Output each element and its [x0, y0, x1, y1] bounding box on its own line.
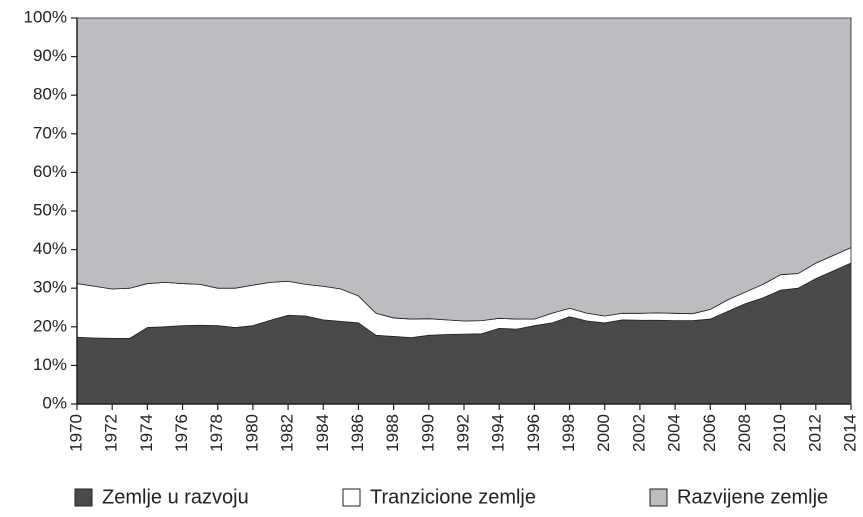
x-tick-label: 2012	[805, 414, 824, 452]
x-tick-label: 1974	[137, 414, 156, 452]
x-tick-label: 2000	[594, 414, 613, 452]
x-tick-label: 1982	[278, 414, 297, 452]
x-tick-label: 1998	[559, 414, 578, 452]
legend-label: Zemlje u razvoju	[102, 486, 249, 508]
y-tick-label: 70%	[33, 123, 67, 142]
x-tick-label: 1992	[453, 414, 472, 452]
legend-label: Razvijene zemlje	[677, 486, 828, 508]
x-tick-label: 2008	[735, 414, 754, 452]
x-tick-label: 1972	[102, 414, 121, 452]
y-tick-label: 40%	[33, 239, 67, 258]
y-tick-label: 80%	[33, 85, 67, 104]
y-tick-label: 10%	[33, 355, 67, 374]
x-tick-label: 1976	[172, 414, 191, 452]
legend-swatch	[74, 488, 93, 507]
x-tick-label: 1978	[207, 414, 226, 452]
x-tick-label: 2014	[840, 414, 859, 452]
legend-label: Tranzicione zemlje	[370, 486, 536, 508]
area	[76, 17, 852, 322]
x-tick-label: 1990	[418, 414, 437, 452]
legend-swatch	[649, 488, 668, 507]
x-tick-label: 1984	[313, 414, 332, 452]
x-tick-label: 1988	[383, 414, 402, 452]
y-tick-label: 50%	[33, 200, 67, 219]
y-tick-label: 0%	[42, 393, 67, 412]
y-tick-label: 20%	[33, 316, 67, 335]
y-tick-label: 30%	[33, 278, 67, 297]
x-tick-label: 1996	[524, 414, 543, 452]
x-tick-label: 1994	[489, 414, 508, 452]
x-tick-label: 1980	[242, 414, 261, 452]
y-tick-label: 90%	[33, 46, 67, 65]
x-tick-label: 1970	[66, 414, 85, 452]
x-tick-label: 2010	[770, 414, 789, 452]
x-tick-label: 1986	[348, 414, 367, 452]
legend-swatch	[342, 488, 361, 507]
x-tick-label: 2002	[629, 414, 648, 452]
y-tick-label: 60%	[33, 162, 67, 181]
x-tick-label: 2004	[665, 414, 684, 452]
y-tick-label: 100%	[24, 7, 67, 26]
x-tick-label: 2006	[700, 414, 719, 452]
